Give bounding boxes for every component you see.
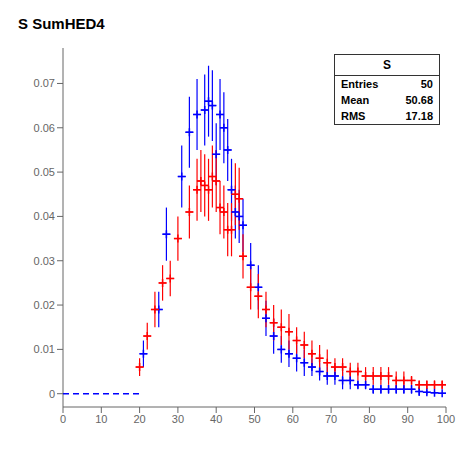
svg-text:100: 100: [437, 413, 455, 425]
svg-text:30: 30: [172, 413, 184, 425]
svg-text:0.02: 0.02: [34, 299, 55, 311]
svg-text:0.07: 0.07: [34, 77, 55, 89]
html-text:50.68: 50.68: [405, 94, 433, 106]
svg-text:80: 80: [363, 413, 375, 425]
svg-text:40: 40: [210, 413, 222, 425]
svg-text:0.01: 0.01: [34, 343, 55, 355]
svg-text:0.04: 0.04: [34, 210, 55, 222]
html-text:S: S: [383, 58, 391, 72]
svg-text:50: 50: [248, 413, 260, 425]
svg-text:0.03: 0.03: [34, 255, 55, 267]
html-text:Mean: Mean: [341, 94, 370, 106]
html-text:S SumHED4: S SumHED4: [18, 14, 105, 32]
svg-text:0.06: 0.06: [34, 122, 55, 134]
svg-text:10: 10: [95, 413, 107, 425]
svg-text:60: 60: [287, 413, 299, 425]
html-text:Entries: Entries: [341, 78, 379, 90]
svg-text:0: 0: [60, 413, 66, 425]
html-text:RMS: RMS: [341, 110, 366, 122]
svg-text:0: 0: [49, 388, 55, 400]
html-text:50: 50: [420, 78, 433, 90]
svg-text:0.05: 0.05: [34, 166, 55, 178]
svg-text:90: 90: [402, 413, 414, 425]
html-text:17.18: 17.18: [405, 110, 433, 122]
svg-text:70: 70: [325, 413, 337, 425]
svg-text:20: 20: [133, 413, 145, 425]
